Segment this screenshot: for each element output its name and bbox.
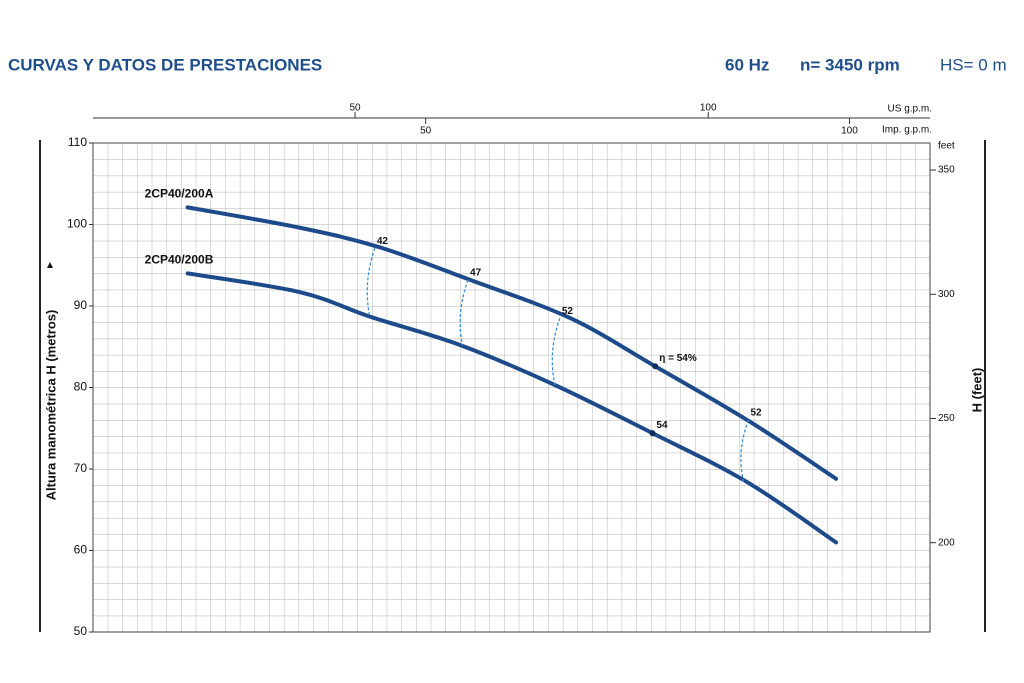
frequency: 60 Hz xyxy=(725,55,769,74)
y-tick-label: 90 xyxy=(74,298,88,312)
y2-tick-label: 350 xyxy=(938,165,955,176)
efficiency-line xyxy=(551,318,561,386)
y2-tick-label: 300 xyxy=(938,289,955,300)
y-tick-label: 50 xyxy=(74,624,88,638)
plot-area xyxy=(92,142,931,633)
efficiency-label: 47 xyxy=(470,268,482,279)
y2-axis-label: H (feet) xyxy=(969,368,984,413)
efficiency-line xyxy=(366,247,376,318)
y2-unit: feet xyxy=(938,141,955,152)
axis-arrow xyxy=(47,262,53,268)
x-axis-label: US g.p.m. xyxy=(888,104,932,115)
suction: HS= 0 m xyxy=(940,55,1007,74)
efficiency-point xyxy=(649,430,656,437)
efficiency-label: 52 xyxy=(750,408,762,419)
curve xyxy=(185,271,839,545)
chart-title: CURVAS Y DATOS DE PRESTACIONES xyxy=(8,55,322,74)
y-tick-label: 100 xyxy=(67,217,87,231)
x-tick-label: 50 xyxy=(349,103,361,114)
series-label: 2CP40/200B xyxy=(145,253,214,267)
efficiency-point-label: 54 xyxy=(656,420,668,431)
y-axis-label: Altura manométrica H (metros) xyxy=(43,310,58,501)
speed: n= 3450 rpm xyxy=(800,55,900,74)
efficiency-point-label: η = 54% xyxy=(659,353,697,364)
x-tick-label: 100 xyxy=(700,103,717,114)
y-tick-label: 80 xyxy=(74,380,88,394)
efficiency-label: 52 xyxy=(562,306,574,317)
y2-tick-label: 250 xyxy=(938,413,955,424)
x2-axis-label: Imp. g.p.m. xyxy=(882,125,932,136)
efficiency-point xyxy=(652,363,659,370)
efficiency-line xyxy=(740,419,750,483)
y-tick-label: 70 xyxy=(74,461,88,475)
efficiency-line xyxy=(459,279,469,346)
curve xyxy=(185,205,839,481)
x2-tick-label: 50 xyxy=(420,126,432,137)
y-tick-label: 60 xyxy=(74,543,88,557)
x2-tick-label: 100 xyxy=(841,126,858,137)
y2-tick-label: 200 xyxy=(938,537,955,548)
efficiency-label: 42 xyxy=(377,236,389,247)
series-label: 2CP40/200A xyxy=(145,187,214,201)
y-tick-label: 110 xyxy=(68,135,87,149)
